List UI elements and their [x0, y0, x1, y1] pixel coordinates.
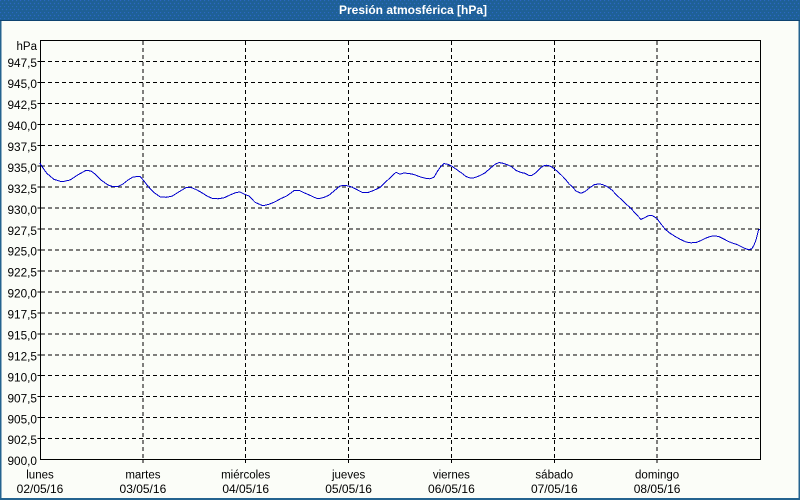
svg-text:04/05/16: 04/05/16 — [222, 482, 269, 496]
svg-text:sábado: sábado — [535, 470, 573, 482]
svg-text:917,5: 917,5 — [7, 308, 37, 322]
svg-text:937,5: 937,5 — [7, 140, 37, 154]
svg-text:02/05/16: 02/05/16 — [17, 482, 64, 496]
svg-text:942,5: 942,5 — [7, 98, 37, 112]
svg-text:hPa: hPa — [17, 41, 38, 53]
svg-text:925,0: 925,0 — [7, 245, 37, 259]
svg-text:915,0: 915,0 — [7, 329, 37, 343]
svg-text:lunes: lunes — [26, 470, 54, 482]
svg-text:07/05/16: 07/05/16 — [531, 482, 578, 496]
svg-text:912,5: 912,5 — [7, 349, 37, 363]
svg-text:922,5: 922,5 — [7, 266, 37, 280]
svg-text:945,0: 945,0 — [7, 77, 37, 91]
svg-text:932,5: 932,5 — [7, 182, 37, 196]
svg-text:miércoles: miércoles — [221, 470, 270, 482]
svg-text:935,0: 935,0 — [7, 161, 37, 175]
svg-text:domingo: domingo — [635, 470, 679, 482]
svg-text:Presión atmosférica [hPa]: Presión atmosférica [hPa] — [339, 3, 487, 17]
svg-text:907,5: 907,5 — [7, 391, 37, 405]
svg-text:910,0: 910,0 — [7, 370, 37, 384]
svg-text:947,5: 947,5 — [7, 56, 37, 70]
svg-text:902,5: 902,5 — [7, 433, 37, 447]
svg-text:905,0: 905,0 — [7, 412, 37, 426]
svg-text:930,0: 930,0 — [7, 203, 37, 217]
svg-text:927,5: 927,5 — [7, 224, 37, 238]
svg-text:martes: martes — [125, 470, 160, 482]
svg-text:03/05/16: 03/05/16 — [120, 482, 167, 496]
svg-text:920,0: 920,0 — [7, 287, 37, 301]
svg-text:08/05/16: 08/05/16 — [634, 482, 681, 496]
svg-text:940,0: 940,0 — [7, 119, 37, 133]
svg-text:06/05/16: 06/05/16 — [428, 482, 475, 496]
svg-text:viernes: viernes — [433, 470, 470, 482]
svg-text:900,0: 900,0 — [7, 454, 37, 468]
svg-text:05/05/16: 05/05/16 — [325, 482, 372, 496]
svg-text:jueves: jueves — [331, 470, 365, 482]
